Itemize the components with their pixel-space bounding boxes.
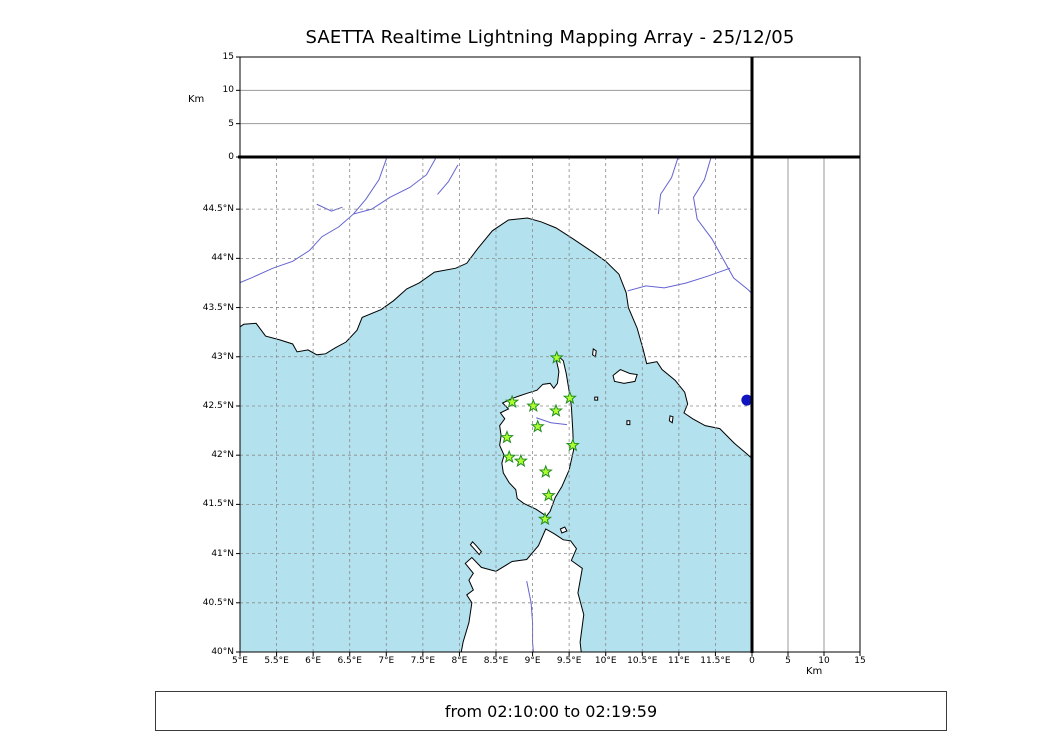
coastline-sardinia [459, 529, 583, 652]
saetta-station-marker [537, 511, 553, 526]
saetta-station-marker [505, 394, 520, 409]
island-montecristo [627, 421, 630, 425]
saetta-station-marker [548, 403, 564, 417]
island-giglio [669, 416, 673, 423]
altitude-latitude-panel-border [751, 156, 861, 653]
rivers [234, 155, 756, 660]
corner-panel-border [751, 56, 861, 158]
map-markers [499, 350, 752, 526]
altitude-panel-gridlines [240, 89, 825, 652]
time-window-box: from 02:10:00 to 02:19:59 [155, 691, 947, 731]
axis-tick-marks [236, 56, 861, 656]
saetta-station-marker [549, 350, 564, 364]
saetta-station-marker [541, 488, 556, 502]
island-pianosa [595, 397, 598, 400]
island-elba [613, 370, 637, 384]
altitude-axis-label-right: Km [806, 666, 823, 677]
figure-title: SAETTA Realtime Lightning Mapping Array … [305, 27, 795, 48]
island-capraia [593, 349, 597, 357]
map-gridlines [240, 157, 752, 652]
island-asinara [470, 542, 481, 555]
time-window-text: from 02:10:00 to 02:19:59 [444, 701, 658, 721]
saetta-station-marker [502, 449, 517, 464]
saetta-station-marker [530, 419, 545, 433]
coastline-corsica [500, 356, 574, 516]
saetta-station-marker [526, 398, 541, 412]
lightning-source-dot [741, 394, 752, 406]
coastline-mainland-france-italy [240, 157, 752, 465]
saetta-station-marker [538, 464, 553, 478]
altitude-longitude-panel-border [239, 56, 753, 158]
saetta-station-marker [513, 453, 528, 468]
altitude-axis-label-top: Km [188, 94, 205, 105]
saetta-station-marker [562, 390, 577, 405]
island-maddalena [560, 527, 567, 533]
saetta-station-marker [499, 430, 515, 444]
saetta-station-marker [565, 437, 580, 452]
